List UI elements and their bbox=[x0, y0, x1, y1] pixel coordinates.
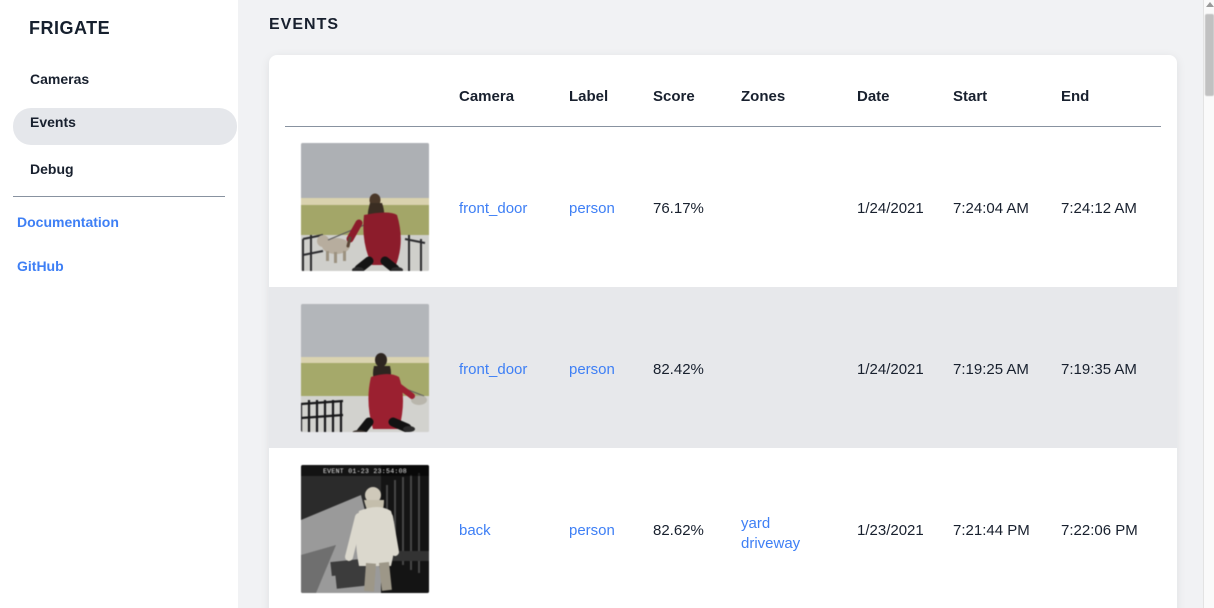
svg-text:EVENT 01-23 23:54:08: EVENT 01-23 23:54:08 bbox=[323, 468, 407, 475]
